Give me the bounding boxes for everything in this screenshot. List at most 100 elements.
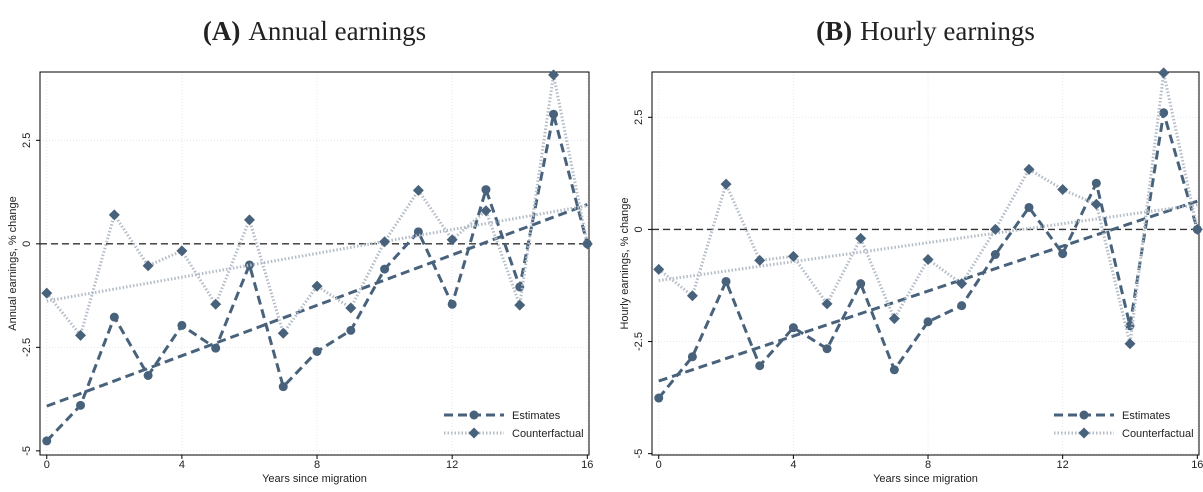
y-tick-label: 0 xyxy=(633,226,645,232)
point xyxy=(108,209,120,221)
y-axis-label: Annual earnings, % change xyxy=(7,196,19,331)
y-tick-label: -2.5 xyxy=(21,338,33,357)
point xyxy=(1057,184,1069,196)
point xyxy=(76,400,86,410)
point xyxy=(278,382,288,392)
point xyxy=(446,234,458,246)
point xyxy=(1124,338,1136,350)
point xyxy=(923,317,933,327)
point xyxy=(379,236,391,248)
point xyxy=(687,352,697,362)
point xyxy=(176,245,188,257)
point xyxy=(721,276,731,286)
legend-label: Estimates xyxy=(512,410,561,422)
point xyxy=(311,280,323,292)
point xyxy=(177,320,187,330)
point xyxy=(1090,198,1102,210)
title-text: Annual earnings xyxy=(248,16,426,46)
point xyxy=(346,325,356,335)
point xyxy=(109,312,119,322)
y-tick-label: -5 xyxy=(21,446,33,456)
point xyxy=(514,299,526,311)
x-tick-label: 8 xyxy=(925,459,931,471)
chart-title: (B) Hourly earnings xyxy=(816,16,1035,46)
point xyxy=(447,299,457,309)
y-tick-label: 0 xyxy=(21,241,33,247)
y-tick-label: -5 xyxy=(633,449,645,459)
panel-label: (B) xyxy=(816,16,852,46)
point xyxy=(788,323,798,333)
point xyxy=(548,69,560,81)
point xyxy=(277,327,289,339)
point xyxy=(75,329,87,341)
y-tick-label: -2.5 xyxy=(633,332,645,351)
point xyxy=(1191,223,1203,235)
fit-line xyxy=(658,199,1198,383)
point xyxy=(856,279,866,289)
panel-label: (A) xyxy=(203,16,240,46)
point xyxy=(211,343,221,353)
point xyxy=(1023,163,1035,175)
point xyxy=(312,346,322,356)
point xyxy=(855,232,867,244)
point xyxy=(956,278,968,290)
point xyxy=(686,290,698,302)
chart-title: (A) Annual earnings xyxy=(203,16,426,46)
point xyxy=(413,227,423,237)
point xyxy=(957,301,967,311)
x-tick-label: 8 xyxy=(314,459,320,471)
point xyxy=(142,260,154,272)
point xyxy=(1058,249,1068,259)
x-tick-label: 16 xyxy=(581,459,593,471)
legend-marker xyxy=(469,410,479,420)
point xyxy=(549,109,559,119)
point xyxy=(412,184,424,196)
y-axis-label: Hourly earnings, % change xyxy=(619,197,631,329)
x-tick-label: 16 xyxy=(1191,459,1203,471)
point xyxy=(210,298,222,310)
x-tick-label: 4 xyxy=(790,459,796,471)
point xyxy=(989,223,1001,235)
x-tick-label: 0 xyxy=(656,459,662,471)
point xyxy=(243,214,255,226)
point xyxy=(821,298,833,310)
point xyxy=(1091,178,1101,188)
x-tick-label: 12 xyxy=(1057,459,1069,471)
point xyxy=(787,250,799,262)
x-axis-label: Years since migration xyxy=(262,473,367,485)
legend-label: Estimates xyxy=(1122,410,1171,422)
series-line xyxy=(657,112,1199,399)
point xyxy=(922,253,934,265)
point xyxy=(990,250,1000,260)
point xyxy=(720,178,732,190)
legend-marker xyxy=(1078,427,1090,439)
point xyxy=(1159,108,1169,118)
point xyxy=(143,371,153,381)
x-tick-label: 12 xyxy=(446,459,458,471)
point xyxy=(654,393,664,403)
point xyxy=(581,238,593,250)
series-line xyxy=(45,74,589,339)
point xyxy=(653,263,665,275)
plot-frame xyxy=(651,71,1200,456)
point xyxy=(42,436,52,446)
point xyxy=(1158,67,1170,79)
point xyxy=(822,344,832,354)
fit-line xyxy=(46,204,588,303)
point xyxy=(345,302,357,314)
point xyxy=(1024,202,1034,212)
x-tick-label: 0 xyxy=(44,459,50,471)
plot-frame xyxy=(39,71,590,456)
legend-marker xyxy=(468,427,480,439)
point xyxy=(480,205,492,217)
y-tick-label: 2.5 xyxy=(21,133,33,148)
legend-marker xyxy=(1079,410,1089,420)
x-axis-label: Years since migration xyxy=(873,473,978,485)
series-line xyxy=(45,113,589,442)
point xyxy=(755,361,765,371)
y-tick-label: 2.5 xyxy=(633,110,645,125)
point xyxy=(41,287,53,299)
point xyxy=(380,264,390,274)
point xyxy=(481,185,491,195)
